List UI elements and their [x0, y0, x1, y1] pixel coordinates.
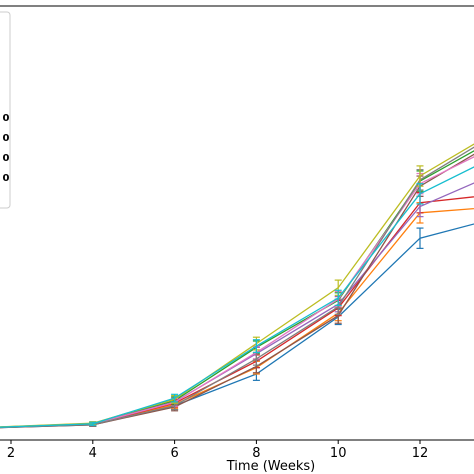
- series-line: [0, 207, 474, 429]
- series-line: [0, 153, 474, 429]
- x-tick-label: 4: [89, 446, 97, 461]
- legend-entry-label: 0: [3, 153, 10, 164]
- legend-entry-label: 0: [3, 113, 10, 124]
- series-line: [0, 223, 474, 429]
- series-7: [0, 156, 474, 428]
- series-line: [0, 150, 474, 428]
- legend-entry-label: 0: [3, 173, 10, 184]
- x-tick-label: 2: [7, 446, 15, 461]
- legend-entry-label: 0: [3, 133, 10, 144]
- x-tick-label: 12: [412, 446, 429, 461]
- legend: 0 0 0 0: [0, 11, 11, 209]
- series-line: [0, 146, 474, 429]
- x-axis-label: Time (Weeks): [226, 459, 315, 474]
- x-tick-label: 6: [170, 446, 178, 461]
- series-10: [0, 166, 474, 428]
- x-tick-label: 8: [252, 446, 260, 461]
- series-9: [0, 143, 474, 428]
- series-3: [0, 150, 474, 428]
- legend-box: [0, 11, 11, 209]
- series-line: [0, 166, 474, 428]
- series-line: [0, 156, 474, 428]
- series-5: [0, 182, 474, 428]
- x-axis: 2 4 6 8 10 12: [7, 440, 428, 461]
- series-8: [0, 146, 474, 429]
- series-line: [0, 196, 474, 429]
- plot-area: [0, 5, 474, 441]
- series-line: [0, 143, 474, 428]
- x-tick-label: 10: [330, 446, 347, 461]
- series-4: [0, 191, 474, 429]
- series-2: [0, 202, 474, 429]
- series-layer: [0, 143, 474, 429]
- series-1: [0, 223, 474, 429]
- series-line: [0, 182, 474, 428]
- series-6: [0, 153, 474, 429]
